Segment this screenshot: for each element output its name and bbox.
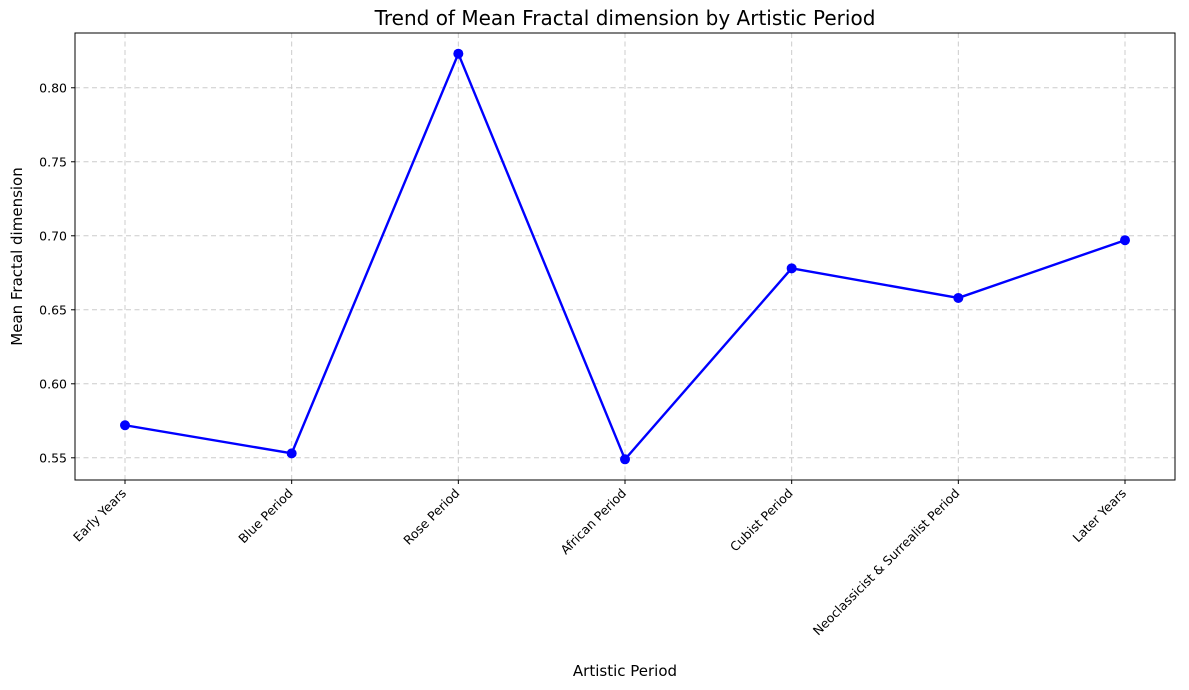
data-point — [120, 420, 130, 431]
x-tick-label: Neoclassicist & Surrealist Period — [810, 486, 963, 639]
y-axis-label: Mean Fractal dimension — [8, 167, 26, 346]
series — [120, 48, 1130, 465]
x-tick-label: African Period — [557, 486, 629, 558]
y-tick-label: 0.75 — [39, 154, 67, 169]
data-point — [786, 263, 797, 274]
y-tick-label: 0.55 — [39, 450, 67, 465]
data-point — [453, 48, 464, 59]
x-tick-label: Later Years — [1070, 486, 1130, 546]
y-tick-label: 0.80 — [39, 80, 67, 95]
y-tick-label: 0.65 — [39, 302, 67, 317]
data-point — [1120, 235, 1130, 246]
chart-title: Trend of Mean Fractal dimension by Artis… — [374, 6, 876, 30]
y-axis: 0.55 0.60 0.65 0.70 0.75 0.80 — [39, 80, 75, 465]
y-tick-label: 0.70 — [39, 228, 67, 243]
x-tick-label: Early Years — [70, 486, 129, 545]
x-axis-label: Artistic Period — [573, 662, 677, 680]
x-tick-label: Cubist Period — [727, 486, 796, 555]
data-point — [953, 292, 964, 303]
y-tick-label: 0.60 — [39, 376, 67, 391]
x-axis: Early Years Blue Period Rose Period African… — [70, 480, 1129, 638]
x-tick-label: Blue Period — [235, 486, 296, 547]
data-point — [286, 448, 297, 459]
x-tick-label: Rose Period — [400, 486, 462, 548]
data-point — [620, 454, 630, 465]
grid — [75, 33, 1175, 480]
